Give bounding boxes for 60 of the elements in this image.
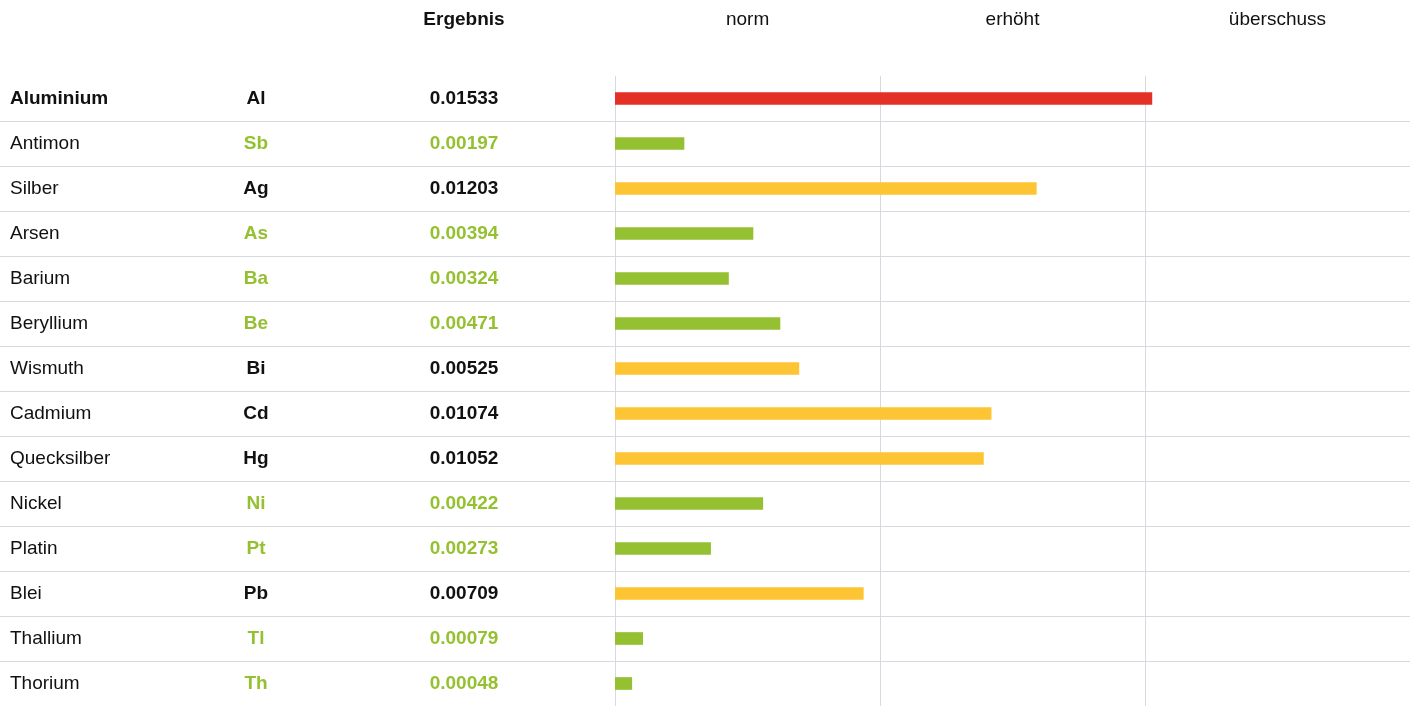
bar [615, 227, 754, 240]
text: Th [244, 671, 268, 693]
text: Be [243, 311, 269, 333]
data-label: 0.00422 [429, 491, 499, 513]
text: Hg [243, 446, 269, 468]
y-tick-label: Wismuth [10, 356, 84, 378]
data-label: 0.00525 [429, 356, 499, 378]
y-tick-label: Thallium [10, 626, 82, 648]
bar [615, 452, 984, 465]
bar [615, 92, 1153, 105]
data-label: 0.00709 [429, 581, 499, 603]
y-tick-label: Barium [10, 266, 71, 288]
text: Pb [243, 581, 269, 603]
y-tick-label: Thorium [10, 671, 80, 693]
y-tick-label: Beryllium [10, 311, 89, 333]
y-tick-label: Arsen [10, 221, 60, 243]
text: überschuss [1228, 8, 1327, 30]
text: Sb [243, 131, 269, 153]
text: Ag [243, 176, 269, 198]
y-tick-label: Nickel [10, 491, 62, 513]
bar [615, 542, 711, 555]
data-label: 0.01533 [429, 86, 499, 108]
text: Pt [246, 536, 267, 558]
data-label: 0.00324 [429, 266, 499, 288]
text: Ni [246, 491, 266, 513]
text: Al [246, 86, 266, 108]
y-tick-label: Quecksilber [10, 446, 111, 468]
text: Ergebnis [423, 8, 505, 30]
text: Cd [243, 401, 269, 423]
text: Ba [243, 266, 269, 288]
y-tick-label: Aluminium [10, 86, 109, 108]
data-label: 0.01074 [429, 401, 499, 423]
text: erhöht [985, 8, 1041, 30]
data-label: 0.00471 [429, 311, 499, 333]
text: Tl [247, 626, 265, 648]
data-label: 0.00273 [429, 536, 499, 558]
bar [615, 632, 643, 645]
bar [615, 272, 729, 285]
data-label: 0.01052 [429, 446, 499, 468]
y-tick-label: Silber [10, 176, 60, 198]
y-tick-label: Platin [10, 536, 58, 558]
bar [615, 677, 633, 690]
y-tick-label: Cadmium [10, 401, 92, 423]
text: As [243, 221, 269, 243]
bar [615, 362, 800, 375]
bar [615, 587, 864, 600]
bar [615, 317, 781, 330]
bar [615, 182, 1037, 195]
data-label: 0.00197 [429, 131, 499, 153]
text: norm [725, 8, 770, 30]
data-label: 0.00394 [429, 221, 499, 243]
bar [615, 407, 992, 420]
y-tick-label: Blei [10, 581, 42, 603]
text: Bi [246, 356, 266, 378]
data-label: 0.00079 [429, 626, 499, 648]
data-label: 0.00048 [429, 671, 499, 693]
bar [615, 497, 764, 510]
bar [615, 137, 685, 150]
data-label: 0.01203 [429, 176, 499, 198]
y-tick-label: Antimon [10, 131, 80, 153]
